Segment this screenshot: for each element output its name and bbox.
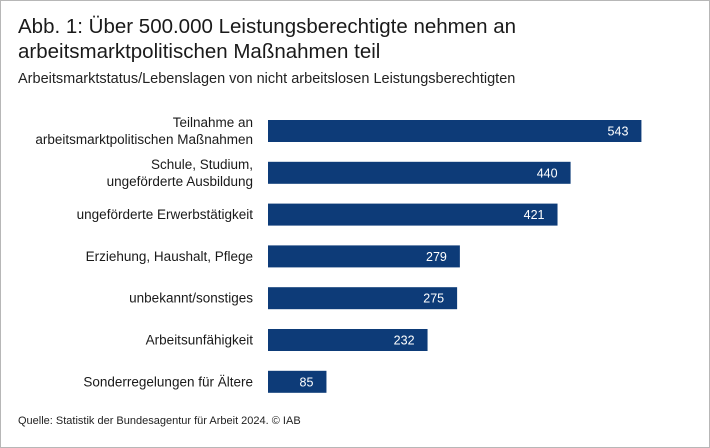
bar <box>268 120 642 142</box>
bar-value-label: 543 <box>608 125 629 139</box>
bar-value-label: 85 <box>300 375 314 389</box>
bar <box>268 329 428 351</box>
category-label: Teilnahme an <box>173 115 253 130</box>
chart-title: Abb. 1: Über 500.000 Leistungsberechtigt… <box>18 15 517 63</box>
bar <box>268 161 571 184</box>
bar-value-label: 232 <box>394 334 415 348</box>
bar-value-label: 440 <box>537 166 558 180</box>
bar <box>268 287 458 310</box>
bar <box>268 370 327 393</box>
source-note: Quelle: Statistik der Bundesagentur für … <box>18 415 301 427</box>
category-label: ungeförderte Ausbildung <box>107 174 253 189</box>
category-label: ungeförderte Erwerbstätigkeit <box>77 207 254 222</box>
bar-value-label: 275 <box>423 292 444 306</box>
category-label: Schule, Studium, <box>151 157 253 172</box>
category-label: Arbeitsunfähigkeit <box>146 333 254 348</box>
bar-value-label: 421 <box>524 208 545 222</box>
chart-subtitle: Arbeitsmarktstatus/Lebenslagen von nicht… <box>18 71 516 87</box>
bar <box>268 245 460 268</box>
category-label: Sonderregelungen für Ältere <box>83 374 253 389</box>
bar <box>268 203 558 226</box>
bar-value-label: 279 <box>426 250 447 264</box>
category-label: unbekannt/sonstiges <box>129 291 253 306</box>
category-label: arbeitsmarktpolitischen Maßnahmen <box>35 132 253 147</box>
category-label: Erziehung, Haushalt, Pflege <box>86 249 253 264</box>
